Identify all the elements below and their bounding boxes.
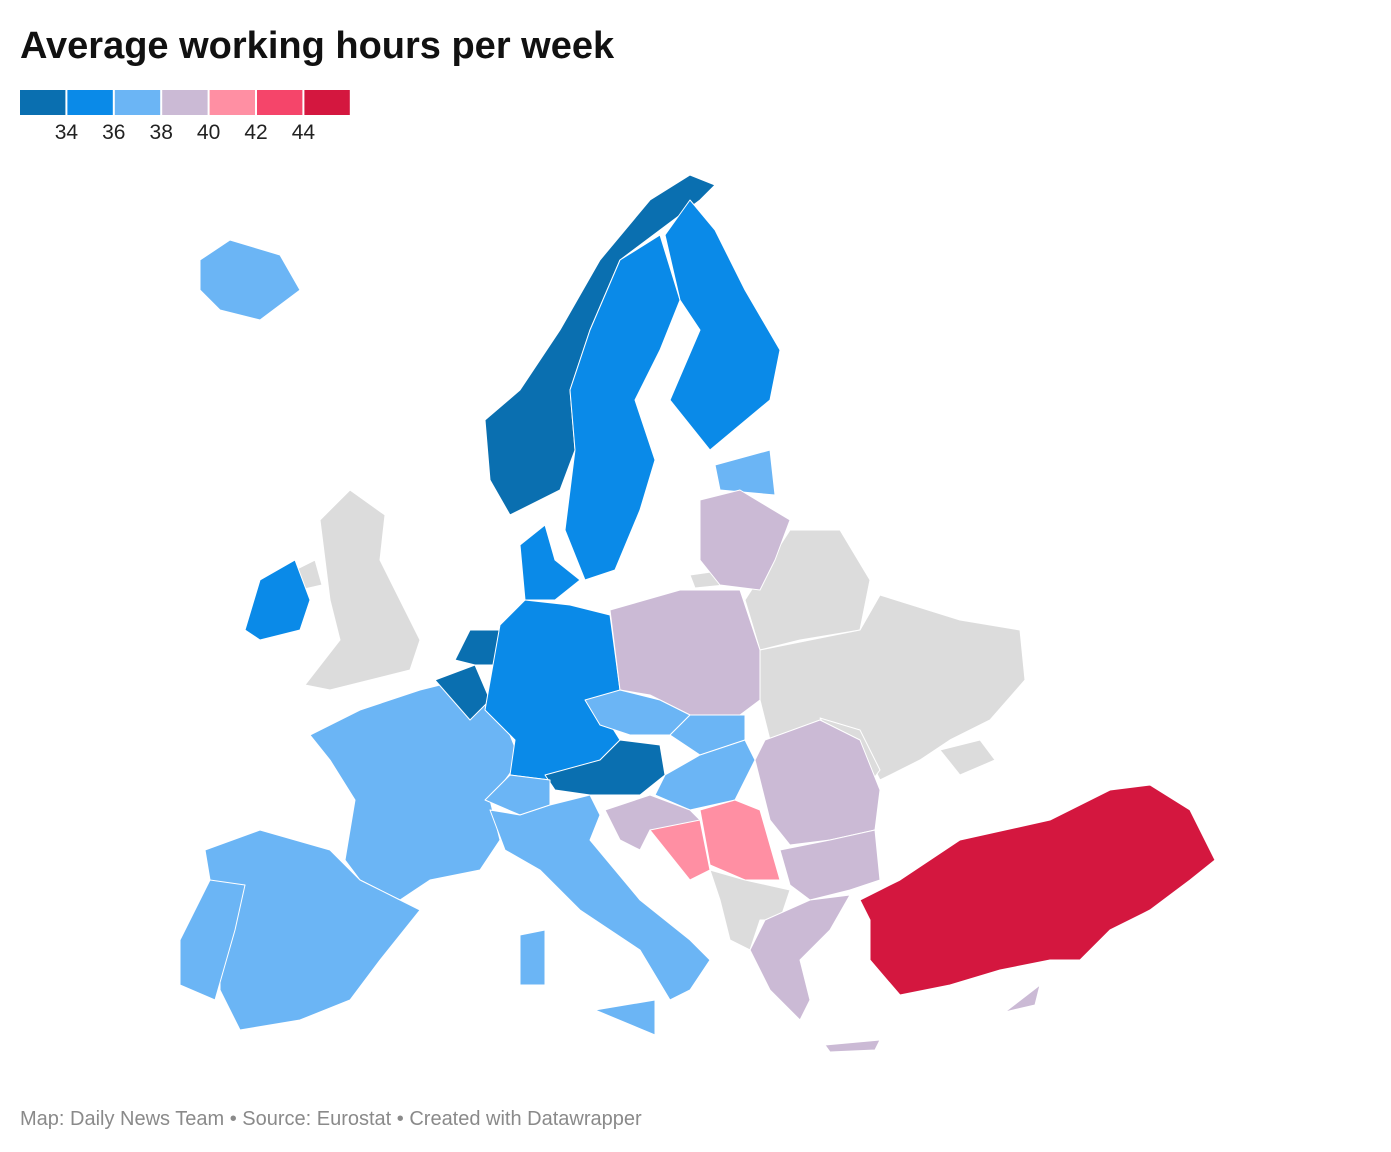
- map: [179, 174, 1216, 1053]
- legend-tick-label: 38: [150, 121, 173, 144]
- title: Average working hours per week: [20, 25, 615, 67]
- country: [664, 199, 781, 451]
- country: [594, 999, 656, 1036]
- legend-swatch: [114, 90, 161, 115]
- country: [699, 799, 781, 881]
- country: [564, 234, 681, 581]
- footer: Map: Daily News Team • Source: Eurostat …: [20, 1108, 642, 1130]
- country: [654, 739, 756, 811]
- legend-tick-label: 40: [197, 121, 220, 144]
- legend-swatch: [209, 90, 255, 115]
- legend-swatch: [162, 90, 208, 115]
- country: [454, 629, 501, 666]
- legend-swatch: [304, 90, 350, 115]
- legend-swatch: [67, 90, 113, 115]
- country: [699, 489, 791, 591]
- country: [649, 819, 711, 881]
- country: [244, 559, 311, 641]
- country: [714, 449, 776, 496]
- country: [669, 714, 746, 756]
- country: [484, 174, 716, 516]
- legend-swatch: [257, 90, 303, 115]
- country: [304, 489, 421, 691]
- legend-tick-label: 44: [292, 121, 316, 144]
- legend-tick-label: 42: [244, 121, 267, 144]
- country: [939, 739, 996, 776]
- country: [754, 719, 881, 846]
- legend: 34 36 38 40 42 44: [20, 90, 350, 144]
- legend-tick-label: 36: [102, 121, 125, 144]
- country: [779, 829, 881, 901]
- country: [749, 894, 851, 1021]
- country: [519, 524, 581, 601]
- country: [859, 784, 1216, 996]
- country: [484, 774, 551, 816]
- country: [489, 794, 711, 1001]
- country: [824, 1039, 881, 1053]
- country: [519, 929, 546, 986]
- country: [709, 869, 791, 951]
- legend-tick-label: 34: [55, 121, 79, 144]
- country: [199, 239, 301, 321]
- legend-swatch: [20, 90, 66, 115]
- country: [179, 879, 246, 1001]
- country: [609, 589, 761, 716]
- country: [1004, 984, 1041, 1013]
